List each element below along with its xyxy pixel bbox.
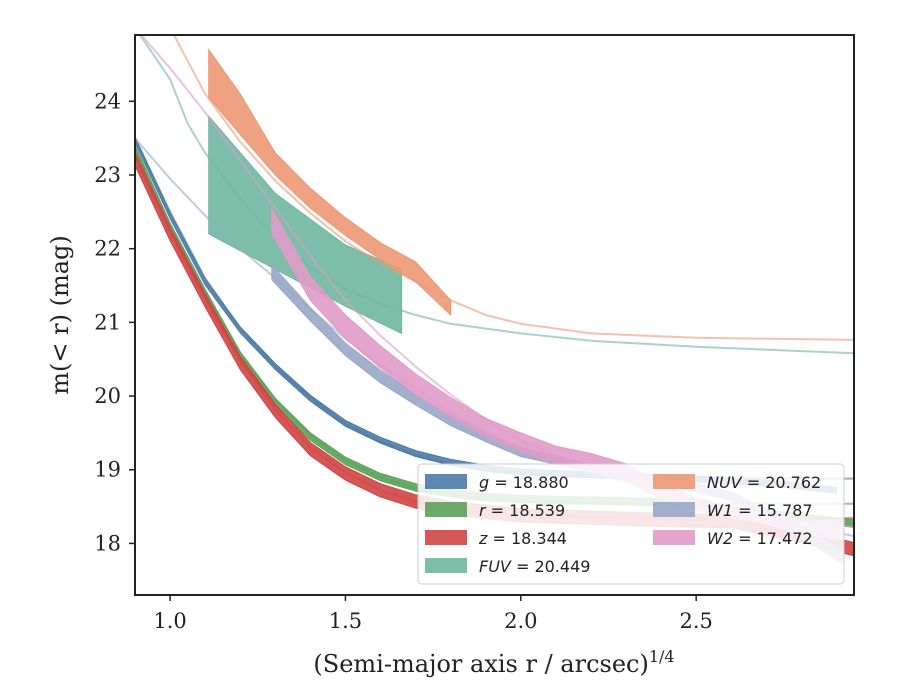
data-band-nuv bbox=[208, 48, 452, 317]
legend-label-z: z = 18.344 bbox=[478, 529, 567, 548]
x-axis-ticks: 1.0 1.5 2.0 2.5 bbox=[153, 595, 713, 633]
y-tick-label: 24 bbox=[94, 89, 121, 113]
data-band-fuv bbox=[208, 114, 403, 335]
x-tick-label: 2.5 bbox=[679, 609, 712, 633]
legend-swatch-nuv bbox=[653, 474, 695, 489]
legend-label-fuv: FUV = 20.449 bbox=[479, 557, 590, 576]
x-tick-label: 1.0 bbox=[153, 609, 186, 633]
plot-frame bbox=[134, 34, 855, 596]
legend-label-nuv: NUV = 20.762 bbox=[707, 473, 821, 492]
y-axis-label: m(< r) (mag) bbox=[46, 235, 74, 394]
legend-label-g: g = 18.880 bbox=[479, 473, 569, 492]
y-tick-label: 20 bbox=[94, 384, 121, 408]
legend-var-z: z bbox=[478, 529, 488, 548]
legend-var-w2: W2 bbox=[707, 529, 733, 548]
legend-label-r: r = 18.539 bbox=[479, 501, 565, 520]
y-tick-label: 18 bbox=[94, 531, 121, 555]
legend-swatch-w2 bbox=[653, 530, 695, 545]
legend-frame bbox=[417, 463, 845, 585]
legend-var-fuv: FUV bbox=[479, 557, 512, 576]
x-tick-label: 1.5 bbox=[329, 609, 362, 633]
data-band-z bbox=[135, 151, 854, 557]
data-band-r bbox=[135, 145, 854, 528]
y-tick-label: 21 bbox=[94, 310, 121, 334]
legend-swatch-w1 bbox=[653, 502, 695, 517]
legend-swatch-g bbox=[425, 474, 467, 489]
x-axis-label-exponent: 1/4 bbox=[649, 647, 675, 666]
legend-swatch-r bbox=[425, 502, 467, 517]
legend-value-nuv: = 20.762 bbox=[742, 473, 822, 492]
legend-value-r: = 18.539 bbox=[486, 501, 566, 520]
x-axis-label-text: (Semi-major axis r / arcsec) bbox=[313, 650, 648, 678]
y-axis-ticks: 18 19 20 21 22 23 24 bbox=[94, 89, 135, 555]
x-tick-label: 2.0 bbox=[504, 609, 537, 633]
legend-value-w1: = 15.787 bbox=[733, 501, 813, 520]
x-axis-label: (Semi-major axis r / arcsec)1/4 bbox=[313, 647, 674, 678]
y-tick-label: 19 bbox=[94, 458, 121, 482]
y-tick-label: 22 bbox=[94, 237, 121, 261]
legend-label-w1: W1 = 15.787 bbox=[707, 501, 813, 520]
legend-swatch-fuv bbox=[425, 558, 467, 573]
legend-var-g: g bbox=[479, 473, 489, 492]
legend-var-w1: W1 bbox=[707, 501, 733, 520]
legend-var-nuv: NUV bbox=[707, 473, 743, 492]
y-tick-label: 23 bbox=[94, 163, 121, 187]
legend-value-w2: = 17.472 bbox=[733, 529, 813, 548]
legend-value-g: = 18.880 bbox=[489, 473, 569, 492]
model-curve-nuv bbox=[172, 35, 854, 341]
legend-var-r: r bbox=[479, 501, 487, 520]
legend-value-z: = 18.344 bbox=[487, 529, 567, 548]
legend-value-fuv: = 20.449 bbox=[511, 557, 591, 576]
legend-label-w2: W2 = 17.472 bbox=[707, 529, 813, 548]
legend-swatch-z bbox=[425, 530, 467, 545]
